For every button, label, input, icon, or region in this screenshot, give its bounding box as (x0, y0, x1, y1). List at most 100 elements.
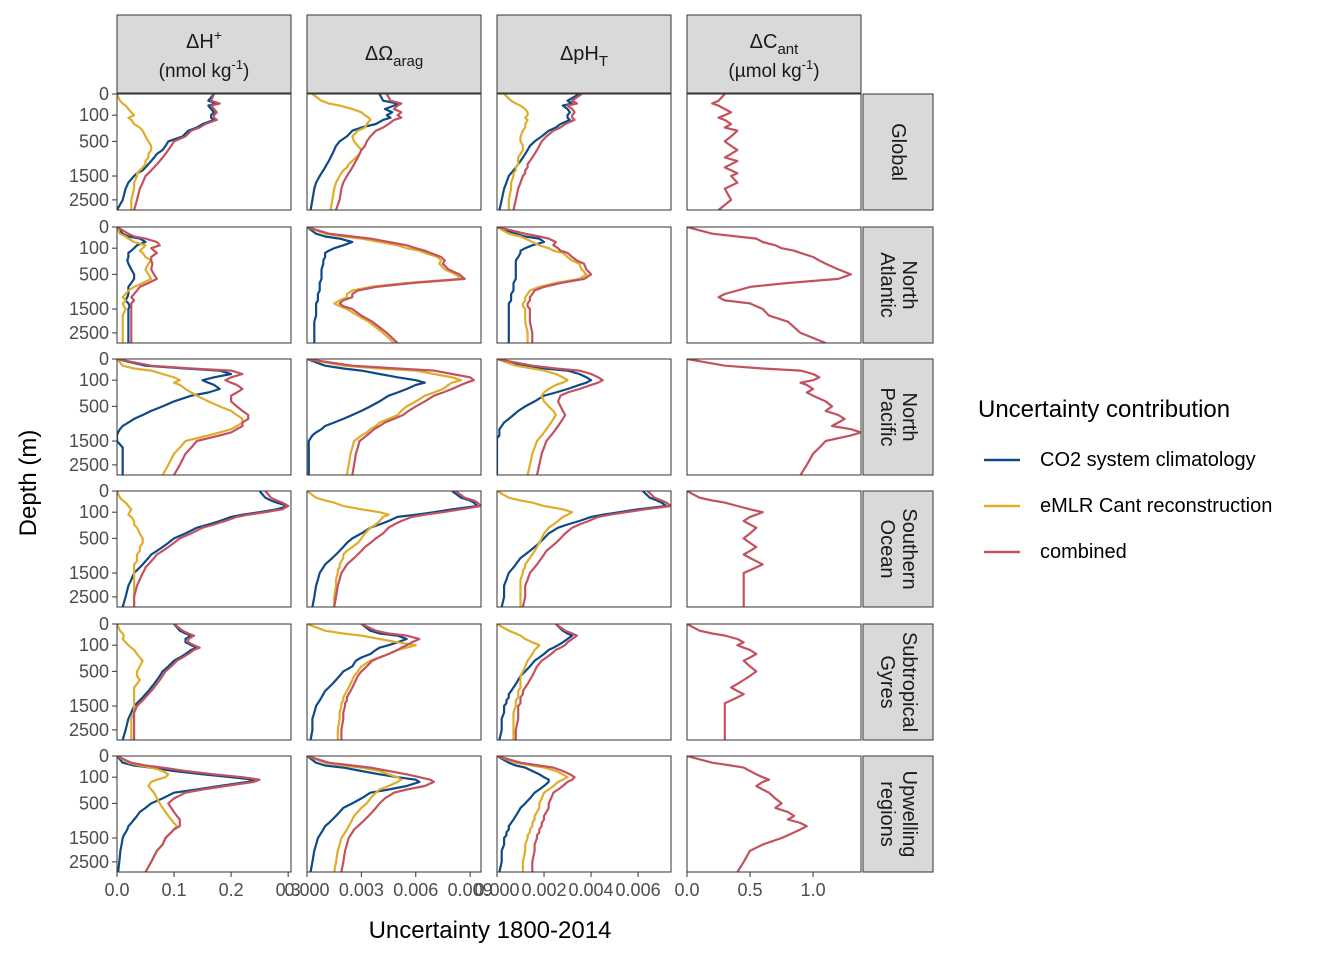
y-tick-label: 2500 (69, 587, 109, 607)
series-line-co2-system-climatology (307, 359, 426, 475)
series-line-combined (687, 227, 853, 343)
panel-background (116, 358, 292, 476)
row-strip-label: Atlantic (876, 252, 898, 318)
panel-background (116, 623, 292, 741)
series-line-co2-system-climatology (497, 359, 593, 475)
series-line-combined (711, 94, 739, 210)
panel-r0-c3 (686, 93, 862, 211)
y-tick-label: 0 (99, 614, 109, 634)
panel-r3-c0 (116, 490, 292, 608)
y-tick-label: 0 (99, 746, 109, 766)
series-line-combined (687, 359, 861, 475)
series-line-co2-system-climatology (117, 94, 218, 210)
x-tick-label: 0.003 (339, 880, 384, 900)
panel-r1-c2 (496, 226, 672, 344)
series-line-co2-system-climatology (307, 227, 354, 343)
panel-r5-c1 (306, 755, 482, 873)
series-line-combined (521, 491, 671, 607)
panel-border (116, 490, 292, 608)
y-tick-label: 1500 (69, 563, 109, 583)
x-tick-label: 0.009 (448, 880, 493, 900)
series-line-emlr-cant-reconstruction (307, 227, 463, 343)
panel-r2-c0 (116, 358, 292, 476)
series-line-emlr-cant-reconstruction (497, 491, 574, 607)
series-line-combined (687, 756, 808, 872)
panel-background (306, 755, 482, 873)
row-strip-label: Subtropical (898, 632, 920, 732)
series-line-combined (117, 359, 250, 475)
column-strip-1: ΔΩarag (306, 14, 482, 94)
y-tick-label: 0 (99, 349, 109, 369)
row-strip-label: North (898, 393, 920, 442)
column-strip-box (116, 14, 292, 94)
column-strip-0: ΔH+ (nmol kg-1) (116, 14, 292, 94)
series-line-emlr-cant-reconstruction (503, 94, 529, 210)
panel-background (116, 490, 292, 608)
y-tick-label: 2500 (69, 190, 109, 210)
y-tick-label: 0 (99, 84, 109, 104)
panel-border (496, 623, 672, 741)
x-tick-label: 0.3 (276, 880, 301, 900)
column-strip-unit: (µmol kg-1) (728, 57, 819, 82)
y-tick-label: 500 (79, 396, 109, 416)
column-strip-title: ΔpHT (560, 43, 608, 70)
panel-border (686, 623, 862, 741)
panel-r4-c3 (686, 623, 862, 741)
x-tick-label: 1.0 (801, 880, 826, 900)
panel-r0-c2 (496, 93, 672, 211)
series-line-combined (340, 624, 421, 740)
row-strip-label: Ocean (876, 520, 898, 579)
legend-label: combined (1040, 541, 1127, 563)
y-tick-label: 500 (79, 131, 109, 151)
panel-r4-c0 (116, 623, 292, 741)
series-line-emlr-cant-reconstruction (307, 624, 417, 740)
panel-background (686, 623, 862, 741)
row-strip-box (862, 623, 934, 741)
row-strip-label: Upwelling (898, 771, 920, 858)
y-tick-label: 1500 (69, 299, 109, 319)
y-tick-label: 100 (79, 105, 109, 125)
panel-background (496, 93, 672, 211)
series-line-combined (497, 359, 604, 475)
column-strip-title: ΔCant (750, 31, 799, 58)
row-strip-box (862, 358, 934, 476)
panel-border (306, 358, 482, 476)
series-line-emlr-cant-reconstruction (307, 359, 463, 475)
series-line-combined (117, 227, 161, 343)
panel-border (496, 93, 672, 211)
series-line-co2-system-climatology (309, 94, 399, 210)
series-line-combined (497, 227, 593, 343)
panel-border (496, 226, 672, 344)
panel-background (686, 755, 862, 873)
x-tick-label: 0.002 (522, 880, 567, 900)
row-strip-label: North (898, 261, 920, 310)
panel-background (686, 490, 862, 608)
panel-border (116, 358, 292, 476)
column-strip-3: ΔCant(µmol kg-1) (686, 14, 862, 94)
panel-border (116, 623, 292, 741)
series-line-combined (307, 756, 435, 872)
column-strip-2: ΔpHT (496, 14, 672, 94)
y-tick-label: 0 (99, 481, 109, 501)
series-line-combined (687, 624, 758, 740)
y-tick-label: 500 (79, 793, 109, 813)
series-line-combined (133, 94, 221, 210)
series-line-combined (117, 756, 261, 872)
x-tick-label: 0.2 (219, 880, 244, 900)
y-tick-label: 2500 (69, 720, 109, 740)
row-strip-label: Global (887, 123, 909, 181)
panel-background (496, 755, 672, 873)
y-tick-label: 2500 (69, 852, 109, 872)
column-strip-box (496, 14, 672, 94)
panel-border (306, 226, 482, 344)
panel-border (306, 623, 482, 741)
row-strip-label: Gyres (876, 655, 898, 708)
row-strip-box (862, 226, 934, 344)
series-line-co2-system-climatology (117, 359, 233, 475)
panel-border (496, 755, 672, 873)
y-tick-label: 500 (79, 264, 109, 284)
x-axis-title: Uncertainty 1800-2014 (369, 917, 612, 944)
row-strip-label: Southern (898, 508, 920, 589)
